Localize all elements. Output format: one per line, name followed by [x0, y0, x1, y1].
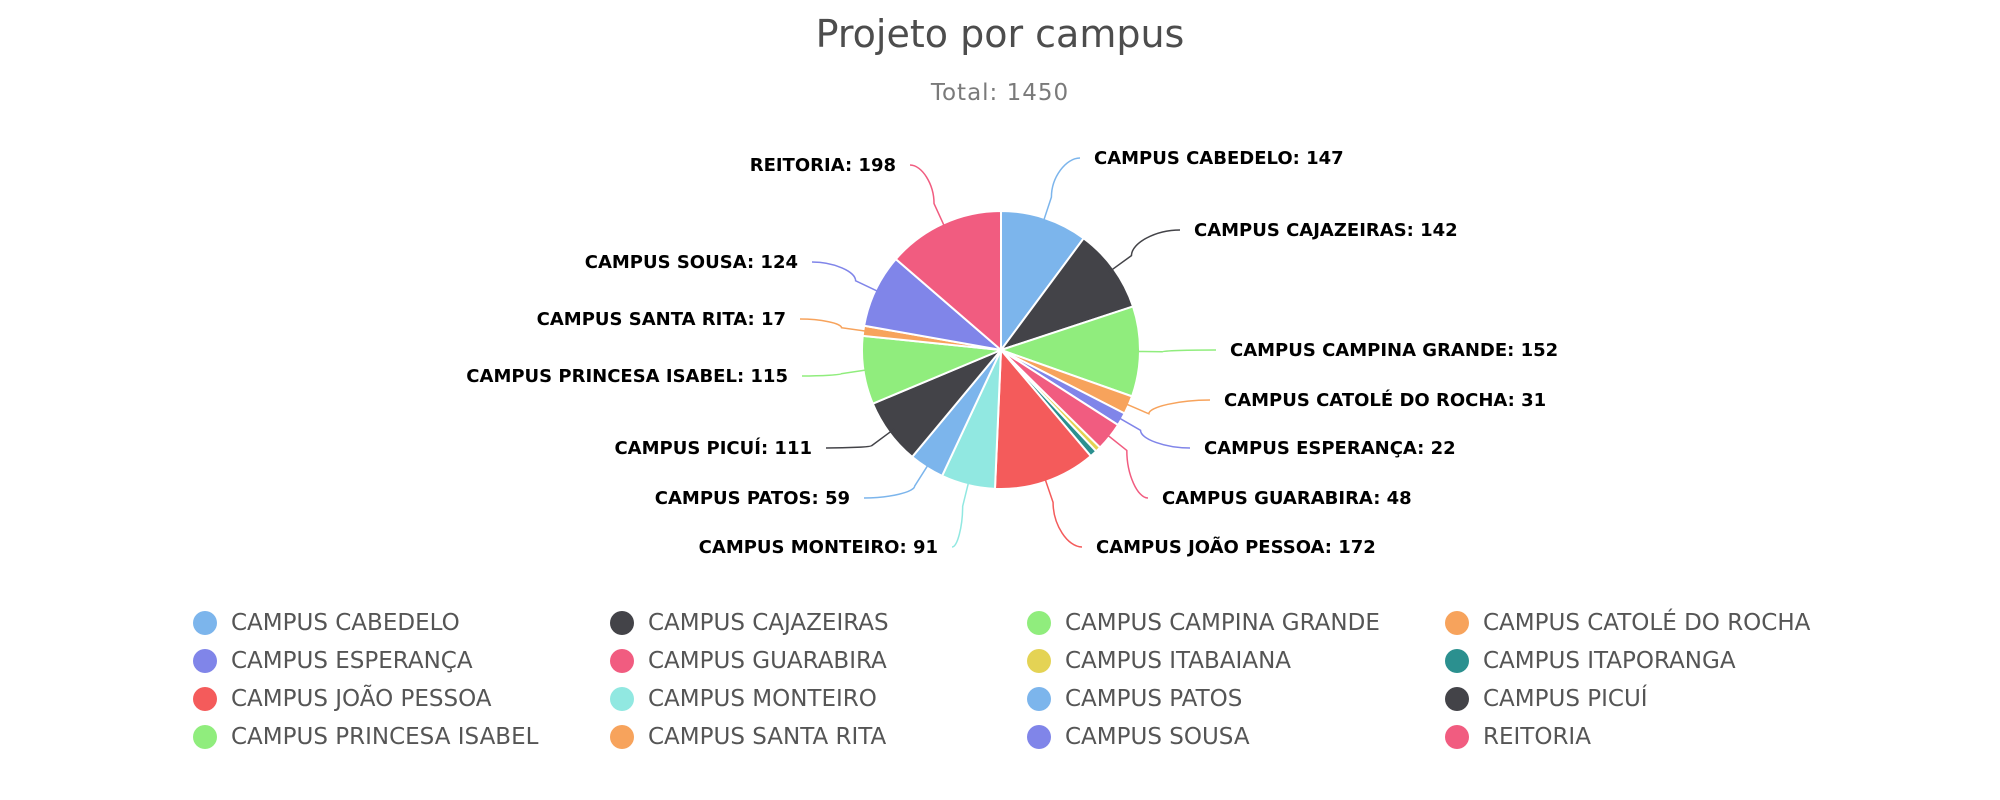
- legend-label: CAMPUS JOÃO PESSOA: [231, 686, 492, 712]
- legend-label: CAMPUS MONTEIRO: [648, 686, 877, 712]
- data-label: CAMPUS CATOLÉ DO ROCHA: 31: [1224, 389, 1546, 411]
- label-connector: [811, 261, 882, 294]
- legend-circle-icon: [1445, 649, 1469, 673]
- data-label: CAMPUS JOÃO PESSOA: 172: [1096, 535, 1376, 558]
- data-label: CAMPUS SOUSA: 124: [585, 252, 798, 273]
- legend-label: CAMPUS SANTA RITA: [648, 724, 887, 750]
- legend-circle-icon: [193, 649, 217, 673]
- legend-item[interactable]: CAMPUS ITABAIANA: [1027, 644, 1291, 678]
- data-label: REITORIA: 198: [750, 155, 896, 176]
- legend-circle-icon: [193, 611, 217, 635]
- label-connector: [1115, 415, 1191, 449]
- data-label: CAMPUS CAMPINA GRANDE: 152: [1230, 340, 1558, 361]
- label-connector: [1041, 157, 1081, 224]
- legend-circle-icon: [1027, 687, 1051, 711]
- legend-item[interactable]: CAMPUS CABEDELO: [193, 606, 460, 640]
- legend-label: CAMPUS GUARABIRA: [648, 648, 887, 674]
- legend-circle-icon: [1027, 611, 1051, 635]
- label-connector: [1043, 475, 1083, 548]
- legend-label: CAMPUS CATOLÉ DO ROCHA: [1483, 610, 1811, 636]
- label-connector: [909, 164, 947, 230]
- legend-item[interactable]: CAMPUS GUARABIRA: [610, 644, 887, 678]
- data-label: CAMPUS SANTA RITA: 17: [537, 309, 786, 330]
- legend-circle-icon: [193, 725, 217, 749]
- legend-label: CAMPUS ESPERANÇA: [231, 648, 473, 674]
- legend-label: CAMPUS SOUSA: [1065, 724, 1250, 750]
- label-connector: [801, 368, 870, 377]
- legend-item[interactable]: CAMPUS CAJAZEIRAS: [610, 606, 889, 640]
- legend-label: CAMPUS CAMPINA GRANDE: [1065, 610, 1380, 636]
- data-label-connectors: [799, 157, 1217, 548]
- data-label: CAMPUS PRINCESA ISABEL: 115: [466, 366, 788, 387]
- legend-label: REITORIA: [1483, 724, 1591, 750]
- data-label: CAMPUS CABEDELO: 147: [1094, 148, 1344, 169]
- legend-item[interactable]: CAMPUS CAMPINA GRANDE: [1027, 606, 1380, 640]
- data-label: CAMPUS PICUÍ: 111: [614, 437, 812, 459]
- legend-item[interactable]: CAMPUS PRINCESA ISABEL: [193, 720, 538, 754]
- legend-item[interactable]: CAMPUS CATOLÉ DO ROCHA: [1445, 606, 1810, 640]
- legend-circle-icon: [610, 611, 634, 635]
- legend-circle-icon: [1445, 611, 1469, 635]
- legend-circle-icon: [1445, 687, 1469, 711]
- pie-slices: [861, 209, 1141, 490]
- legend-label: CAMPUS PICUÍ: [1483, 686, 1648, 712]
- label-connector: [825, 428, 895, 449]
- legend-item[interactable]: CAMPUS MONTEIRO: [610, 682, 877, 716]
- label-connector: [863, 461, 931, 499]
- legend-item[interactable]: CAMPUS PICUÍ: [1445, 682, 1648, 716]
- legend-label: CAMPUS ITAPORANGA: [1483, 648, 1736, 674]
- legend-item[interactable]: CAMPUS JOÃO PESSOA: [193, 682, 492, 716]
- chart-title: Projeto por campus: [815, 12, 1185, 56]
- legend-label: CAMPUS PRINCESA ISABEL: [231, 724, 539, 750]
- legend-circle-icon: [1445, 725, 1469, 749]
- label-connector: [1108, 229, 1181, 273]
- legend-circle-icon: [1027, 725, 1051, 749]
- legend-circle-icon: [1027, 649, 1051, 673]
- legend-item[interactable]: CAMPUS SANTA RITA: [610, 720, 886, 754]
- legend-item[interactable]: CAMPUS PATOS: [1027, 682, 1242, 716]
- data-label: CAMPUS PATOS: 59: [655, 488, 850, 509]
- data-labels: CAMPUS CABEDELO: 147 CAMPUS CAJAZEIRAS: 1…: [466, 148, 1558, 558]
- chart-subtitle: Total: 1450: [930, 80, 1070, 106]
- legend-label: CAMPUS ITABAIANA: [1065, 648, 1292, 674]
- label-connector: [1104, 432, 1149, 499]
- legend-item[interactable]: CAMPUS ITAPORANGA: [1445, 644, 1736, 678]
- label-connector: [1133, 349, 1217, 353]
- legend-circle-icon: [610, 687, 634, 711]
- data-label: CAMPUS ESPERANÇA: 22: [1204, 438, 1456, 459]
- legend-item[interactable]: CAMPUS SOUSA: [1027, 720, 1250, 754]
- legend-item[interactable]: REITORIA: [1445, 720, 1591, 754]
- data-label: CAMPUS CAJAZEIRAS: 142: [1194, 220, 1458, 241]
- legend-circle-icon: [193, 687, 217, 711]
- label-connector: [951, 478, 971, 548]
- legend-label: CAMPUS PATOS: [1065, 686, 1243, 712]
- label-connector: [1122, 399, 1211, 415]
- legend-item[interactable]: CAMPUS ESPERANÇA: [193, 644, 473, 678]
- data-label: CAMPUS MONTEIRO: 91: [699, 537, 938, 558]
- label-connector: [799, 318, 870, 333]
- legend-circle-icon: [610, 725, 634, 749]
- data-label: CAMPUS GUARABIRA: 48: [1162, 488, 1412, 509]
- legend-label: CAMPUS CABEDELO: [231, 610, 460, 636]
- legend-label: CAMPUS CAJAZEIRAS: [648, 610, 889, 636]
- legend-circle-icon: [610, 649, 634, 673]
- pie-chart: CAMPUS CABEDELO: 147 CAMPUS CAJAZEIRAS: 1…: [466, 148, 1558, 558]
